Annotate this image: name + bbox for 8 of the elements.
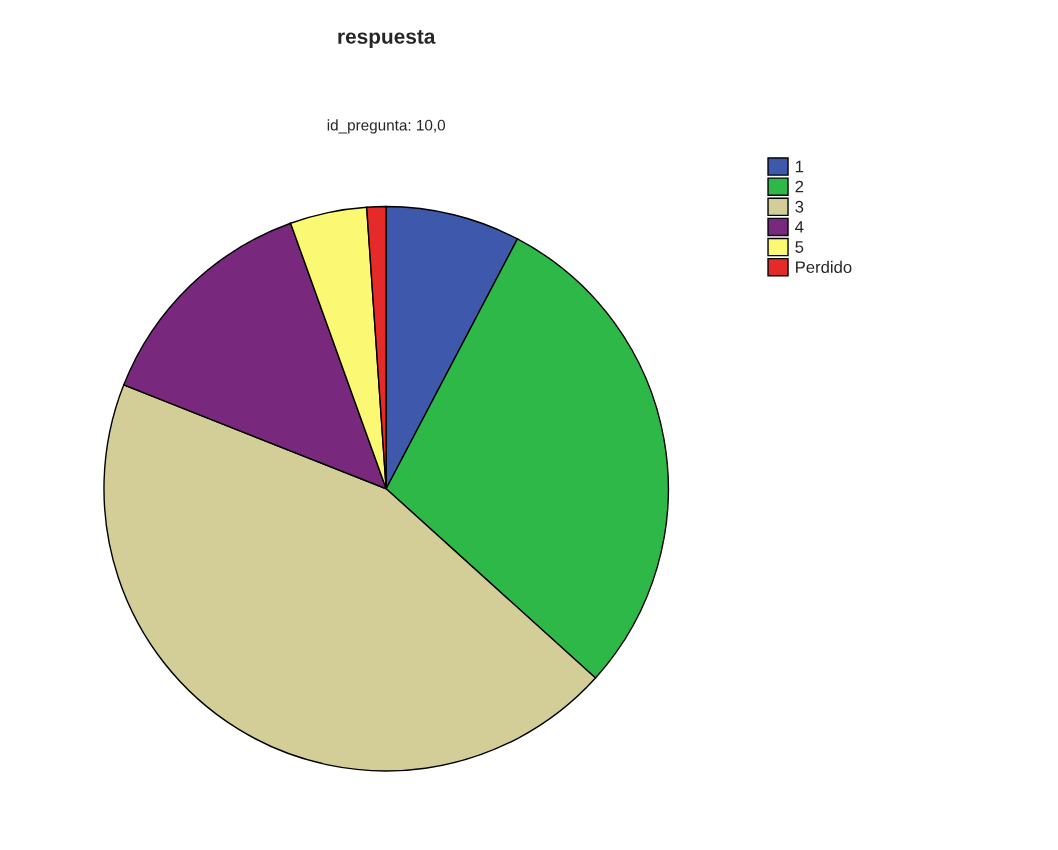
legend-label: 2 xyxy=(795,180,804,193)
legend-label: Perdido xyxy=(796,260,852,274)
chart-subtitle: id_pregunta: 10,0 xyxy=(327,119,446,134)
chart-title: respuesta xyxy=(338,30,436,48)
legend-label: 3 xyxy=(795,200,804,213)
legend-label: 1 xyxy=(795,160,804,173)
legend-label: 4 xyxy=(795,221,804,233)
legend-label: 5 xyxy=(795,241,804,253)
